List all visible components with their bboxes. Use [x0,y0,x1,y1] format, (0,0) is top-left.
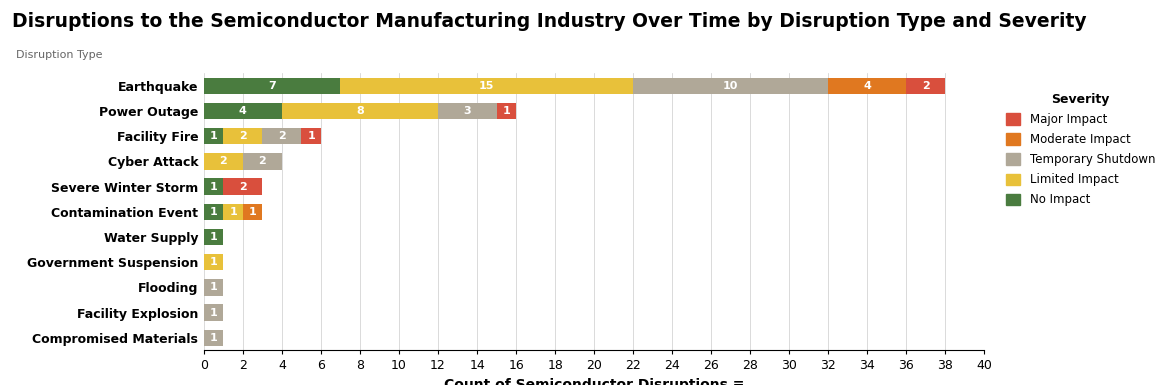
Bar [204,279,224,296]
Bar [204,178,224,195]
Text: 2: 2 [219,156,227,166]
Text: 1: 1 [502,106,510,116]
Bar [204,128,224,144]
Bar [204,103,282,119]
Legend: Major Impact, Moderate Impact, Temporary Shutdown, Limited Impact, No Impact: Major Impact, Moderate Impact, Temporary… [1005,93,1155,206]
Bar [828,77,906,94]
Text: 8: 8 [356,106,363,116]
Text: 2: 2 [922,81,930,91]
Text: 1: 1 [210,282,218,292]
Text: 1: 1 [210,308,218,318]
Text: 2: 2 [259,156,267,166]
Text: 4: 4 [239,106,247,116]
Text: 1: 1 [249,207,256,217]
Text: 1: 1 [210,182,218,192]
Bar [224,128,262,144]
Text: 2: 2 [239,182,247,192]
Bar [262,128,302,144]
Text: 1: 1 [210,333,218,343]
Bar [204,77,340,94]
Bar [204,305,224,321]
Bar [204,204,224,220]
Text: 1: 1 [230,207,236,217]
Bar [496,103,516,119]
Text: Disruptions to the Semiconductor Manufacturing Industry Over Time by Disruption : Disruptions to the Semiconductor Manufac… [12,12,1086,30]
Text: 10: 10 [723,81,739,91]
Text: 15: 15 [479,81,494,91]
Bar [204,153,242,169]
Text: 2: 2 [278,131,285,141]
Text: 1: 1 [210,232,218,242]
Bar [282,103,438,119]
Bar [302,128,322,144]
Text: 1: 1 [308,131,315,141]
Text: Disruption Type: Disruption Type [16,50,103,60]
Bar [224,178,262,195]
Bar [906,77,946,94]
Text: 1: 1 [210,131,218,141]
Text: 1: 1 [210,207,218,217]
Text: 2: 2 [239,131,247,141]
Bar [242,204,262,220]
Bar [204,330,224,346]
Text: 4: 4 [863,81,871,91]
Text: 1: 1 [210,257,218,267]
Bar [224,204,243,220]
Bar [204,254,224,270]
Text: 3: 3 [464,106,471,116]
Text: 7: 7 [268,81,276,91]
Bar [242,153,282,169]
Bar [438,103,496,119]
Bar [634,77,828,94]
X-axis label: Count of Semiconductor Disruptions ≡: Count of Semiconductor Disruptions ≡ [444,378,744,385]
Bar [204,229,224,245]
Bar [340,77,634,94]
